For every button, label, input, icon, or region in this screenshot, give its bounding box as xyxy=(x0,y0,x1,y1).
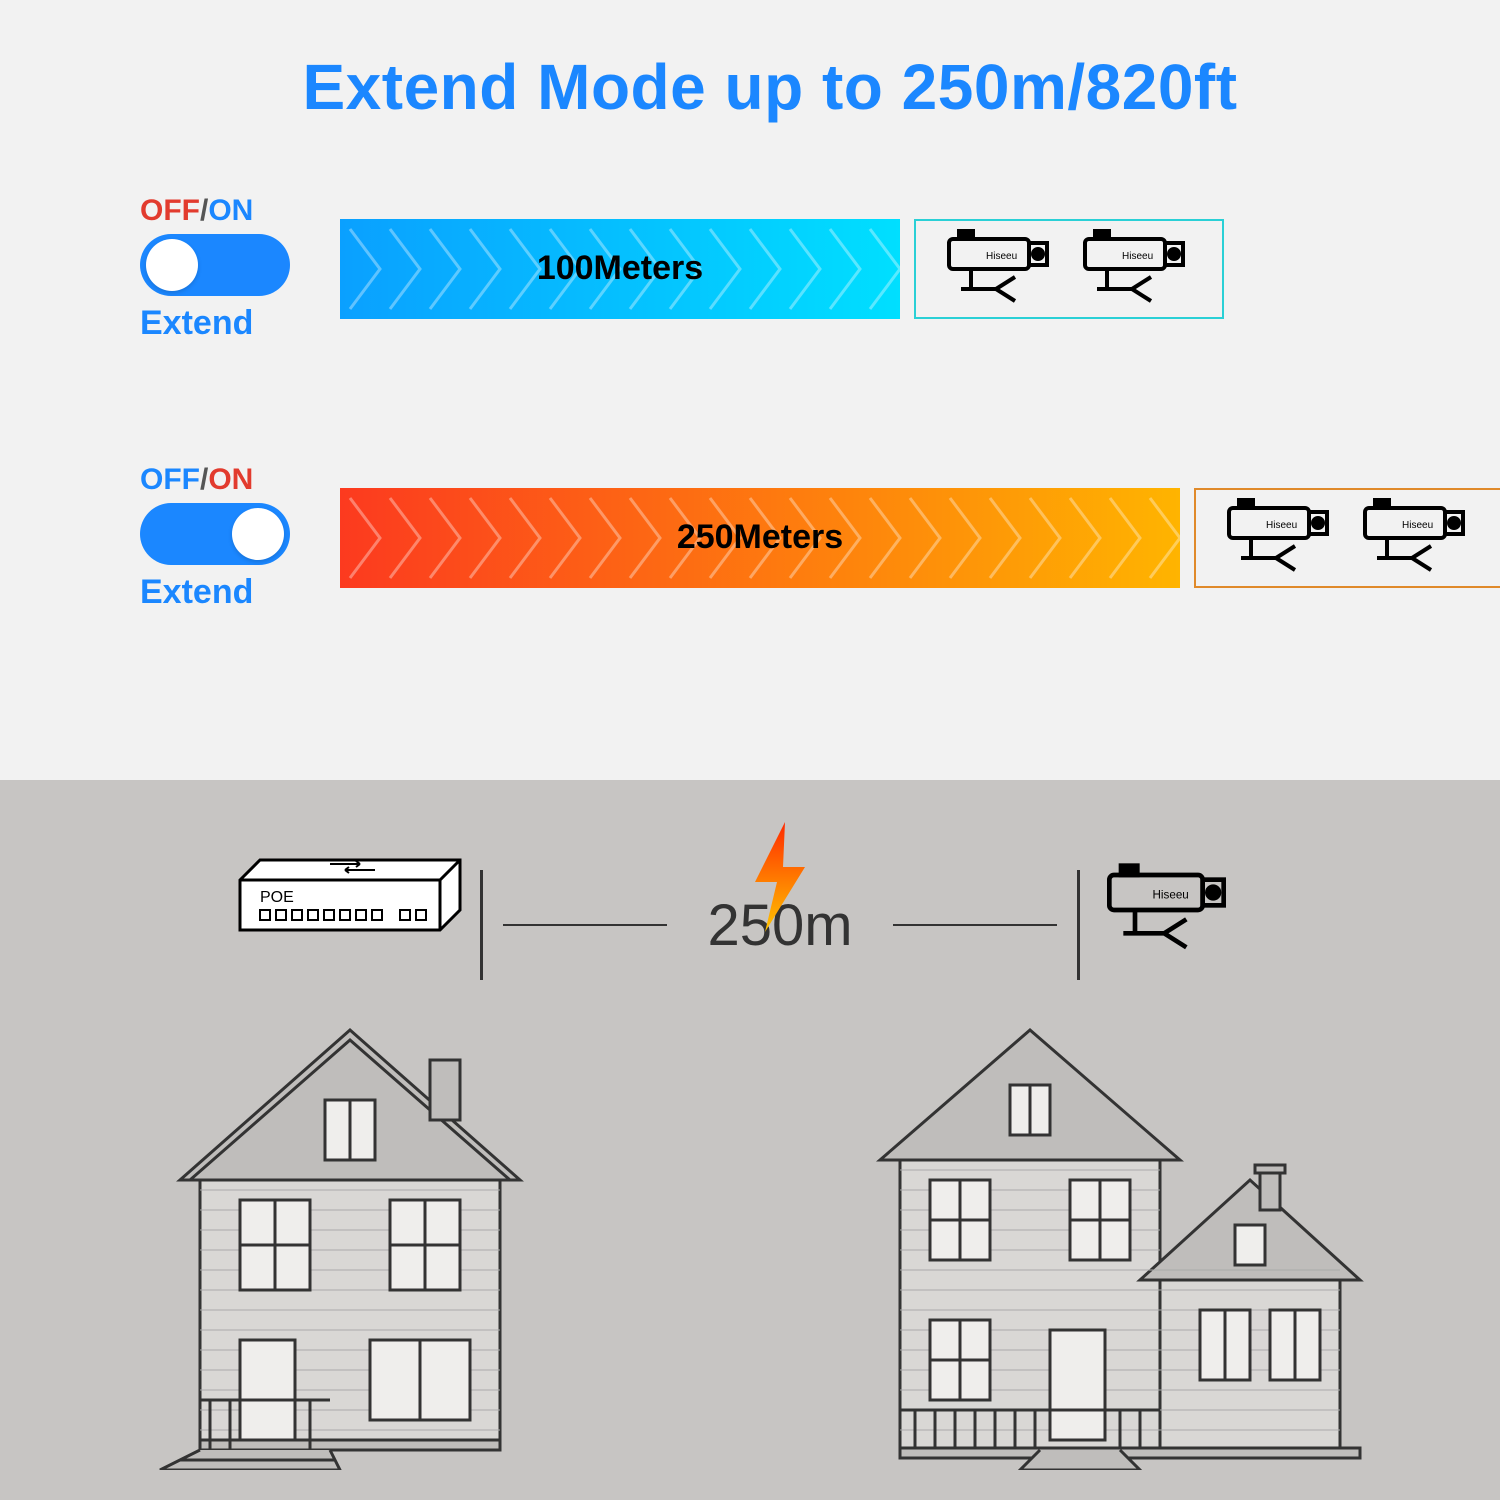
horizontal-line-right xyxy=(893,924,1057,926)
camera-icon: Hiseeu xyxy=(1357,498,1477,578)
extend-label: Extend xyxy=(140,573,253,612)
camera-icon: Hiseeu xyxy=(1077,229,1197,309)
page-title: Extend Mode up to 250m/820ft xyxy=(140,50,1400,124)
extend-toggle-off[interactable] xyxy=(140,234,290,296)
camera-box: Hiseeu Hiseeu xyxy=(1194,488,1500,588)
camera-icon: Hiseeu xyxy=(1221,498,1341,578)
on-text: ON xyxy=(208,463,253,496)
svg-text:Hiseeu: Hiseeu xyxy=(1266,520,1297,531)
distance-row: 250m xyxy=(480,870,1080,980)
vertical-line-left xyxy=(480,870,483,980)
poe-switch-icon: POE xyxy=(230,850,470,940)
svg-text:Hiseeu: Hiseeu xyxy=(1402,520,1433,531)
mode-row-off: OFF/ON Extend 100Meters His xyxy=(140,194,1400,343)
off-on-label: OFF/ON xyxy=(140,463,253,497)
page: Extend Mode up to 250m/820ft OFF/ON Exte… xyxy=(0,0,1500,1500)
horizontal-line-left xyxy=(503,924,667,926)
lightning-icon xyxy=(745,822,815,932)
extend-label: Extend xyxy=(140,304,253,343)
camera-box: Hiseeu Hiseeu xyxy=(914,219,1224,319)
svg-text:Hiseeu: Hiseeu xyxy=(1122,251,1153,262)
camera-icon: Hiseeu xyxy=(941,229,1061,309)
distance-bar-250: 250Meters xyxy=(340,488,1180,588)
top-panel: Extend Mode up to 250m/820ft OFF/ON Exte… xyxy=(0,0,1500,780)
bar-label: 100Meters xyxy=(537,249,703,288)
switch-column: OFF/ON Extend xyxy=(140,194,340,343)
bar-label: 250Meters xyxy=(677,518,843,557)
switch-column: OFF/ON Extend xyxy=(140,463,340,612)
camera-icon: Hiseeu xyxy=(1100,860,1240,960)
mode-row-on: OFF/ON Extend 250Meters His xyxy=(140,463,1400,612)
svg-text:Hiseeu: Hiseeu xyxy=(1153,888,1189,901)
off-text: OFF xyxy=(140,463,200,496)
vertical-line-right xyxy=(1077,870,1080,980)
off-on-label: OFF/ON xyxy=(140,194,253,228)
extend-toggle-on[interactable] xyxy=(140,503,290,565)
toggle-knob xyxy=(232,508,284,560)
poe-label: POE xyxy=(260,889,294,906)
house-right-icon xyxy=(840,970,1380,1470)
house-left-icon xyxy=(130,970,570,1470)
camera-brand: Hiseeu xyxy=(986,251,1017,262)
distance-bar-100: 100Meters xyxy=(340,219,900,319)
off-text: OFF xyxy=(140,194,200,227)
toggle-knob xyxy=(146,239,198,291)
bottom-panel: POE xyxy=(0,780,1500,1500)
on-text: ON xyxy=(208,194,253,227)
